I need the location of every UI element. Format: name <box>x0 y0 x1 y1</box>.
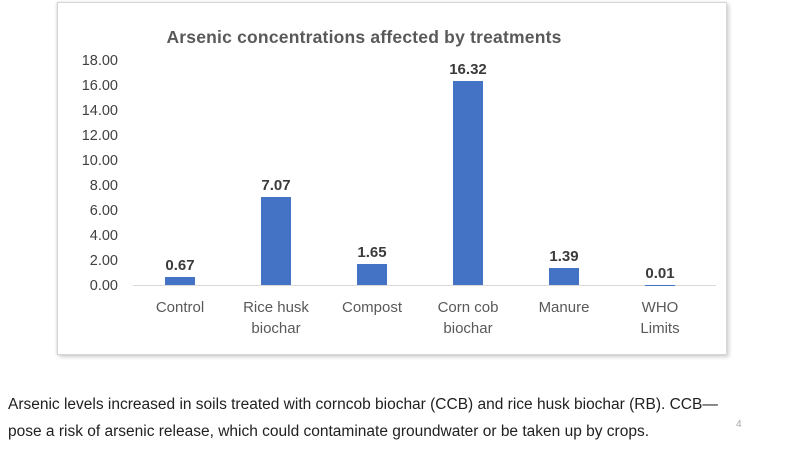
bar <box>165 276 195 285</box>
y-axis-tick-label: 8.00 <box>89 178 118 194</box>
chart-card: Arsenic concentrations affected by treat… <box>57 2 727 355</box>
y-axis-tick-label: 16.00 <box>81 78 118 94</box>
y-axis-tick-label: 14.00 <box>81 103 118 119</box>
x-axis-category-label: Corn cob biochar <box>437 299 499 337</box>
bar-value-label: 0.67 <box>165 256 195 274</box>
bar <box>357 264 387 285</box>
bar <box>549 267 579 285</box>
x-axis-category-label: Rice husk biochar <box>243 299 309 337</box>
y-axis-tick-label: 2.00 <box>89 253 118 269</box>
x-axis-line <box>133 285 716 286</box>
bar-value-label: 16.32 <box>449 61 487 78</box>
chart-title: Arsenic concentrations affected by treat… <box>166 27 562 47</box>
x-axis-category-label: WHO Limits <box>640 299 680 337</box>
caption-line1: Arsenic levels increased in soils treate… <box>8 396 718 413</box>
bar-value-label: 1.39 <box>549 247 579 265</box>
x-axis-category-label: Manure <box>538 299 590 316</box>
y-axis-tick-label: 0.00 <box>89 278 118 294</box>
x-axis-category-label: Control <box>155 299 205 316</box>
caption: Arsenic levels increased in soils treate… <box>8 391 768 445</box>
bar <box>453 81 483 285</box>
y-axis-tick-label: 4.00 <box>89 228 118 244</box>
page-number: 4 <box>736 419 742 430</box>
bar-value-label: 7.07 <box>261 176 291 194</box>
y-axis-tick-label: 12.00 <box>81 128 118 144</box>
x-axis-category-label: Compost <box>341 299 403 316</box>
plot-area: 18.00 16.00 14.00 12.00 10.00 8.00 6.00 4.00 2.0… <box>58 3 726 354</box>
caption-line2: pose a risk of arsenic release, which co… <box>8 423 650 440</box>
y-axis-tick-label: 10.00 <box>81 153 118 169</box>
bar-value-label: 1.65 <box>357 244 387 262</box>
bar <box>261 196 291 285</box>
y-axis-tick-label: 6.00 <box>89 203 118 219</box>
bar-value-label: 0.01 <box>645 264 675 282</box>
y-axis-tick-label: 18.00 <box>81 53 118 69</box>
